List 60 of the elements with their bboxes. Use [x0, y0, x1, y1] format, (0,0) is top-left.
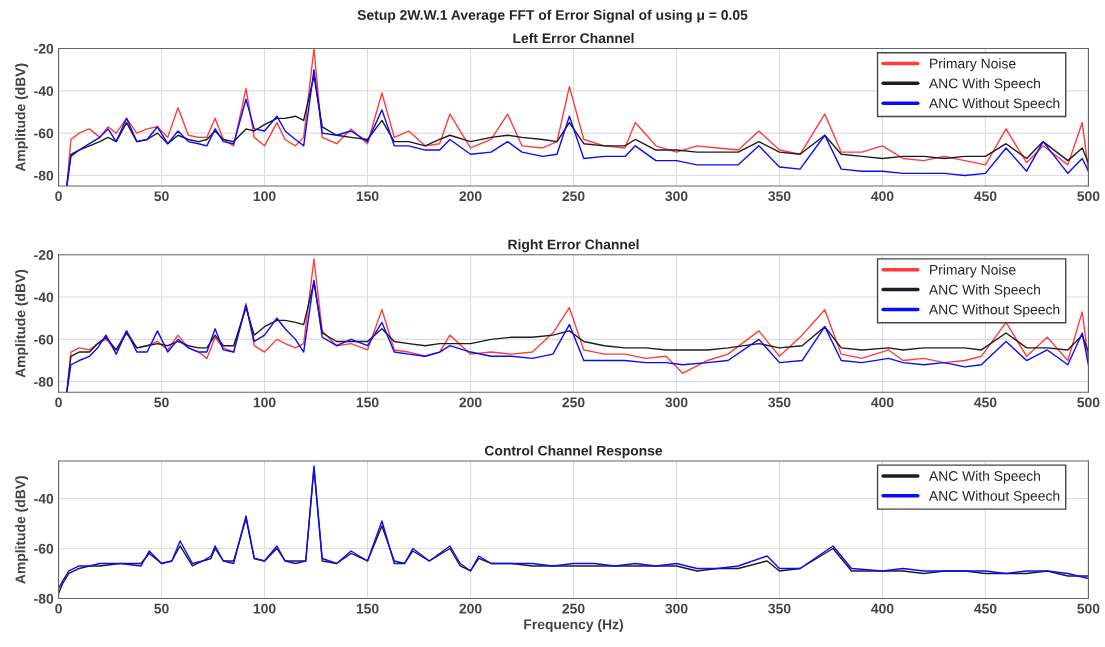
x-tick-label: 500	[1077, 191, 1100, 202]
y-axis-title: Amplitude (dBV)	[15, 269, 29, 378]
x-tick-label: 0	[55, 397, 62, 408]
x-tick-label: 250	[562, 397, 585, 408]
y-tick-label: -20	[34, 250, 54, 260]
legend-label: ANC Without Speech	[928, 98, 1060, 111]
legend-label: ANC With Speech	[928, 78, 1040, 92]
x-tick-label: 400	[871, 191, 894, 202]
chart-title: Right Error Channel	[508, 239, 639, 253]
x-tick-label: 100	[253, 397, 276, 408]
y-tick-label: -40	[34, 86, 54, 96]
y-tick-label: -20	[34, 43, 54, 54]
y-axis-title: Amplitude (dBV)	[15, 63, 29, 172]
x-tick-label: 300	[665, 191, 688, 202]
x-tick-label: 100	[253, 603, 276, 614]
x-tick-label: 500	[1077, 397, 1100, 408]
y-tick-label: -80	[34, 170, 54, 181]
y-tick-label: -60	[34, 334, 54, 345]
legend-label: ANC With Speech	[928, 470, 1040, 484]
x-tick-label: 200	[459, 397, 482, 408]
legend-label: ANC With Speech	[928, 284, 1040, 298]
y-tick-label: -60	[34, 543, 54, 554]
x-tick-label: 350	[768, 397, 791, 408]
x-tick-label: 0	[55, 603, 62, 614]
x-tick-label: 250	[562, 603, 585, 614]
y-axis-title: Amplitude (dBV)	[15, 476, 29, 584]
y-tick-label: -80	[34, 593, 54, 604]
x-tick-label: 300	[665, 397, 688, 408]
x-tick-label: 50	[154, 603, 169, 614]
legend-label: Primary Noise	[930, 58, 1016, 72]
chart-title: Left Error Channel	[513, 32, 634, 44]
x-tick-label: 450	[974, 191, 997, 202]
y-tick-label: -80	[34, 377, 54, 387]
y-tick-label: -60	[34, 128, 54, 139]
x-tick-label: 350	[768, 603, 791, 614]
text: Setup 2W.W.1 Average FFT of Error Signal of using μ = 0.05	[357, 9, 748, 23]
x-tick-label: 0	[55, 191, 62, 202]
x-tick-label: 50	[154, 397, 169, 408]
x-tick-label: 400	[871, 603, 894, 614]
x-tick-label: 300	[665, 603, 688, 614]
legend-label: ANC Without Speech	[928, 304, 1060, 318]
x-tick-label: 150	[356, 397, 379, 408]
legend-label: ANC Without Speech	[928, 490, 1060, 504]
x-tick-label: 500	[1077, 603, 1100, 614]
x-tick-label: 200	[459, 603, 482, 614]
x-tick-label: 350	[768, 191, 791, 202]
x-tick-label: 250	[562, 191, 585, 202]
x-tick-label: 100	[253, 191, 276, 202]
x-tick-label: 150	[356, 603, 379, 614]
chart-title: Control Channel Response	[484, 445, 663, 459]
x-tick-label: 450	[974, 603, 997, 614]
x-tick-label: 50	[154, 191, 169, 202]
y-tick-label: -40	[34, 493, 54, 504]
legend-label: Primary Noise	[930, 264, 1016, 278]
x-tick-label: 400	[871, 397, 894, 408]
x-axis-title: Frequency (Hz)	[524, 619, 623, 633]
x-tick-label: 200	[459, 191, 482, 202]
x-tick-label: 450	[974, 397, 997, 408]
x-tick-label: 150	[356, 191, 379, 202]
y-tick-label: -40	[34, 292, 54, 303]
